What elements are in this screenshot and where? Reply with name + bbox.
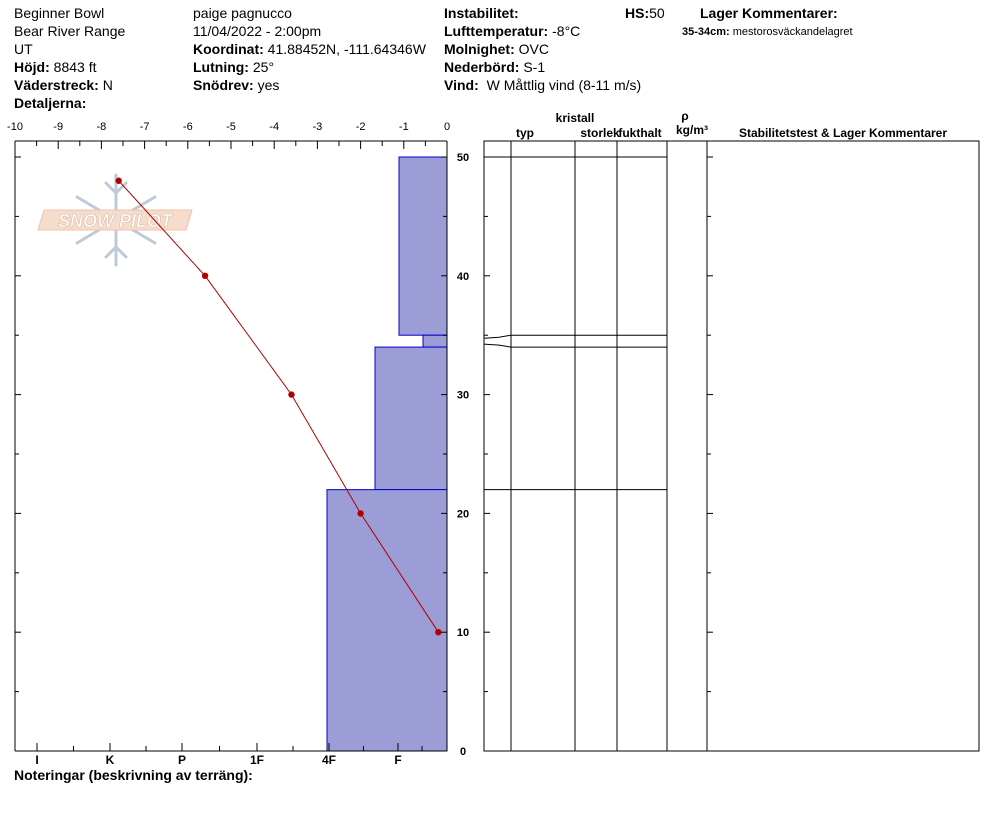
layer-comment-depth: 35-34cm: — [682, 26, 730, 38]
header-stability: Stabilitetstest & Lager Kommentarer — [739, 126, 947, 140]
temp-tick-label: -2 — [356, 121, 366, 133]
drift-value: yes — [257, 77, 280, 93]
precip-row: Nederbörd: S-1 — [444, 59, 545, 75]
hardness-tick-label: I — [35, 753, 38, 767]
temp-tick-label: -7 — [140, 121, 150, 133]
temp-tick-label: -4 — [269, 121, 279, 133]
layer-comments-label: Lager Kommentarer: — [700, 5, 838, 21]
drift-label: Snödrev: — [193, 77, 254, 93]
hardness-layer-bar — [326, 489, 448, 752]
temperature-point — [357, 510, 364, 517]
drift-row: Snödrev: yes — [193, 77, 279, 93]
state-name: UT — [14, 41, 33, 57]
cloud-label: Molnighet: — [444, 41, 515, 57]
depth-tick-label: 20 — [457, 508, 469, 520]
hardness-tick-label: 1F — [250, 753, 264, 767]
layer-comment-row: 35-34cm: mestorosväckandelagret — [682, 24, 853, 40]
header-rho: ρ — [681, 109, 688, 123]
hardness-tick-label: F — [394, 753, 401, 767]
temp-tick-label: -10 — [7, 121, 23, 133]
header-type: typ — [516, 126, 534, 140]
header-moisture: fukthalt — [618, 126, 661, 140]
temperature-axis: -10 -9 -8 -7 -6 -5 -4 -3 -2 -1 0 — [7, 121, 450, 149]
wind-value: W Måttlig vind (8-11 m/s) — [486, 77, 642, 93]
coordinate-value: 41.88452N, -111.64346W — [267, 41, 426, 57]
temp-tick-label: -5 — [226, 121, 236, 133]
precip-label: Nederbörd: — [444, 59, 520, 75]
slope-row: Lutning: 25° — [193, 59, 274, 75]
air-temp-label: Lufttemperatur: — [444, 23, 549, 39]
observer-name: paige pagnucco — [193, 5, 292, 21]
instability-label: Instabilitet: — [444, 5, 519, 21]
hardness-tick-label: P — [178, 753, 186, 767]
hardness-tick-label: 4F — [322, 753, 336, 767]
wind-row: Vind: W Måttlig vind (8-11 m/s) — [444, 77, 641, 93]
hardness-layers — [326, 156, 448, 752]
hardness-tick-label: K — [106, 753, 115, 767]
slope-value: 25° — [252, 59, 275, 75]
wind-label: Vind: — [444, 77, 479, 93]
slope-label: Lutning: — [193, 59, 249, 75]
air-temp-row: Lufttemperatur: -8°C — [444, 23, 580, 39]
elevation-label: Höjd: — [14, 59, 50, 75]
coordinate-label: Koordinat: — [193, 41, 264, 57]
aspect-label: Väderstreck: — [14, 77, 99, 93]
cloud-value: OVC — [518, 41, 549, 57]
hardness-layer-bar — [398, 156, 448, 336]
hs-label: HS: — [625, 5, 650, 21]
layer-connector — [483, 334, 512, 339]
temperature-point — [201, 272, 209, 279]
header-size: storlek — [580, 126, 620, 140]
cloud-row: Molnighet: OVC — [444, 41, 549, 57]
header-density-unit: kg/m³ — [676, 123, 708, 137]
elevation-row: Höjd: 8843 ft — [14, 59, 96, 75]
temperature-point — [435, 629, 442, 636]
depth-tick-label: 50 — [457, 152, 469, 164]
layer-comment-text: mestorosväckandelagret — [732, 26, 853, 38]
location-name: Beginner Bowl — [14, 5, 105, 21]
layer-table: kristall typ storlek fukthalt ρ kg/m³ St… — [483, 109, 980, 752]
temperature-profile — [115, 177, 442, 636]
temp-tick-label: 0 — [444, 121, 450, 133]
hardness-layer-bar — [422, 334, 448, 348]
range-name: Bear River Range — [14, 23, 126, 39]
layer-connector — [483, 343, 512, 348]
temp-tick-label: -3 — [313, 121, 323, 133]
hardness-axis: I K P 1F 4F F — [35, 743, 423, 767]
temperature-point — [288, 391, 295, 398]
hs-value: 50 — [649, 5, 665, 21]
hardness-layer-bar — [374, 346, 448, 491]
details-label: Detaljerna: — [14, 95, 87, 111]
temp-tick-label: -8 — [97, 121, 107, 133]
air-temp-value: -8°C — [552, 23, 581, 39]
hs-row: HS:50 — [625, 5, 665, 21]
elevation-value: 8843 ft — [53, 59, 97, 75]
temp-tick-label: -9 — [53, 121, 63, 133]
header-crystal: kristall — [556, 111, 595, 125]
aspect-value: N — [102, 77, 113, 93]
precip-value: S-1 — [523, 59, 546, 75]
layer-table-boundaries — [483, 156, 667, 491]
temp-tick-label: -1 — [399, 121, 409, 133]
depth-tick-label: 10 — [457, 627, 469, 639]
depth-tick-label: 0 — [460, 746, 466, 758]
depth-tick-label: 40 — [457, 271, 469, 283]
temp-tick-label: -6 — [183, 121, 193, 133]
depth-tick-label: 30 — [457, 390, 469, 402]
observation-datetime: 11/04/2022 - 2:00pm — [193, 23, 322, 39]
watermark-text: SNOW PILOT — [58, 211, 174, 231]
aspect-row: Väderstreck: N — [14, 77, 113, 93]
terrain-notes-label: Noteringar (beskrivning av terräng): — [14, 767, 253, 783]
temperature-point — [115, 177, 122, 184]
coordinate-row: Koordinat: 41.88452N, -111.64346W — [193, 41, 426, 57]
snow-pilot-watermark: SNOW PILOT — [37, 173, 193, 267]
